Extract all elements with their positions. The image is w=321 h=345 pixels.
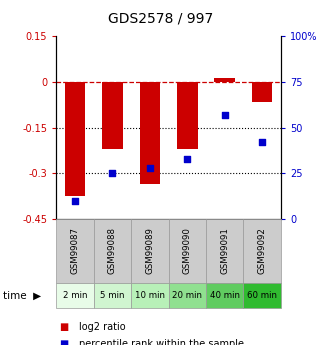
Text: GSM99089: GSM99089	[145, 228, 154, 274]
Point	[185, 156, 190, 161]
Bar	[65, 82, 85, 196]
Text: 40 min: 40 min	[210, 291, 240, 300]
Point	[222, 112, 227, 118]
Point	[72, 198, 77, 204]
Text: 20 min: 20 min	[172, 291, 202, 300]
Point	[147, 165, 152, 171]
Point	[110, 171, 115, 176]
Bar	[214, 78, 235, 82]
Text: percentile rank within the sample: percentile rank within the sample	[79, 339, 244, 345]
Text: GSM99088: GSM99088	[108, 227, 117, 275]
Bar	[140, 82, 160, 184]
Text: GSM99091: GSM99091	[220, 228, 229, 274]
Bar	[102, 82, 123, 149]
Text: GSM99092: GSM99092	[258, 228, 267, 274]
Text: ■: ■	[59, 322, 69, 332]
Text: 60 min: 60 min	[247, 291, 277, 300]
Text: GDS2578 / 997: GDS2578 / 997	[108, 12, 213, 26]
Text: GSM99090: GSM99090	[183, 228, 192, 274]
Text: time  ▶: time ▶	[3, 290, 41, 300]
Text: log2 ratio: log2 ratio	[79, 322, 125, 332]
Bar	[177, 82, 197, 149]
Text: ■: ■	[59, 339, 69, 345]
Bar	[252, 82, 273, 102]
Text: GSM99087: GSM99087	[70, 227, 79, 275]
Point	[260, 139, 265, 145]
Text: 5 min: 5 min	[100, 291, 125, 300]
Text: 10 min: 10 min	[135, 291, 165, 300]
Text: 2 min: 2 min	[63, 291, 87, 300]
